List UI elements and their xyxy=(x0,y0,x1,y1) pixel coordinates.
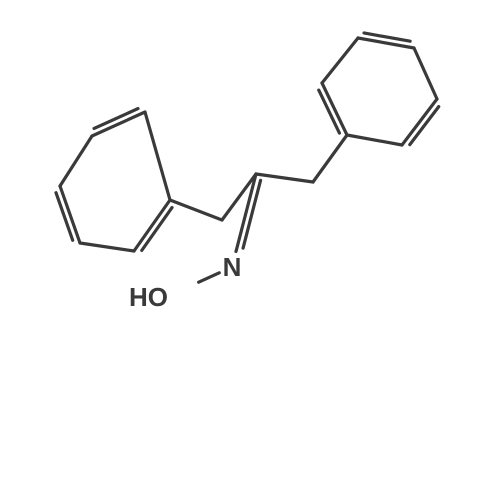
bond xyxy=(322,38,358,83)
bond xyxy=(402,99,437,145)
bond xyxy=(145,112,170,200)
bond xyxy=(410,107,439,145)
bond xyxy=(347,135,402,145)
bond xyxy=(322,83,347,135)
bond xyxy=(170,200,222,220)
bond xyxy=(134,200,170,251)
bond xyxy=(60,136,92,186)
atom-label: HO xyxy=(129,282,168,312)
bond xyxy=(80,243,134,251)
molecule-figure: N HO xyxy=(0,0,500,500)
atom-label: N xyxy=(223,252,242,282)
bond xyxy=(256,174,313,182)
bond xyxy=(142,208,172,251)
bond xyxy=(414,48,437,99)
bond xyxy=(313,135,347,182)
bond xyxy=(199,273,220,282)
bond xyxy=(92,112,145,136)
molecule-svg: N HO xyxy=(0,0,500,500)
